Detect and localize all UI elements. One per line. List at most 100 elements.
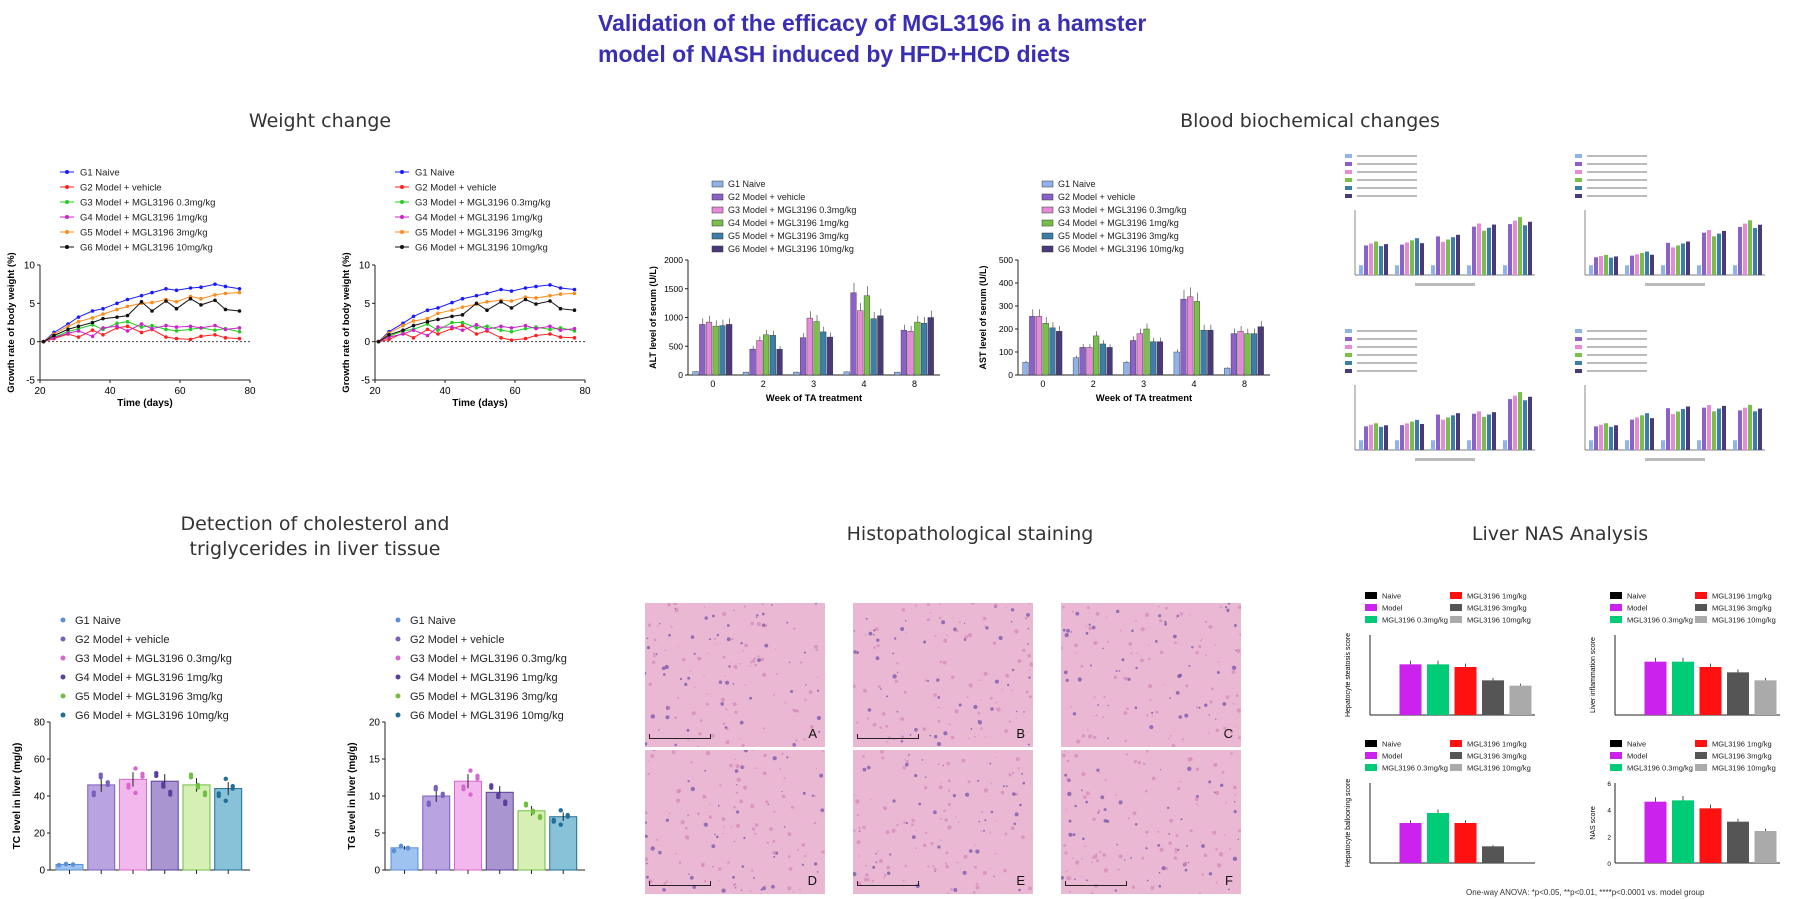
- legend-label: MGL3196 1mg/kg: [1467, 740, 1527, 749]
- data-point: [551, 817, 556, 823]
- bar: [1707, 404, 1711, 450]
- x-tick-label: 3: [811, 379, 816, 389]
- data-point: [474, 323, 479, 327]
- legend-swatch: [1345, 329, 1352, 333]
- data-point: [499, 336, 503, 340]
- legend-marker: [395, 617, 401, 623]
- y-tick-label: 500: [999, 255, 1013, 265]
- y-axis-label: Hepatocyte steatosis score: [1345, 633, 1352, 717]
- legend-label: G5 Model + MGL3196 3mg/kg: [1058, 231, 1179, 241]
- legend-label: G4 Model + MGL3196 1mg/kg: [410, 672, 558, 684]
- y-tick-label: 10: [359, 261, 371, 272]
- bar: [1410, 240, 1414, 275]
- data-point: [401, 328, 405, 332]
- histo-panel-label: D: [807, 873, 817, 888]
- data-point: [150, 300, 154, 305]
- data-point: [558, 286, 563, 290]
- bar: [1589, 440, 1593, 450]
- data-point: [534, 302, 538, 306]
- bar: [769, 335, 776, 376]
- legend-marker: [65, 245, 69, 249]
- bar: [1702, 407, 1706, 450]
- bar: [1697, 440, 1701, 450]
- legend-swatch: [1575, 170, 1582, 174]
- legend-label: [1587, 171, 1647, 173]
- bar: [1594, 426, 1598, 450]
- legend-label: MGL3196 10mg/kg: [1712, 616, 1776, 625]
- weight-chart-2: G1 Naive G2 Model + vehicle G3 Model + MGL…: [341, 168, 591, 410]
- data-point: [436, 317, 440, 322]
- data-point: [433, 784, 438, 790]
- x-axis-label: [1645, 458, 1705, 461]
- bar: [1661, 440, 1665, 450]
- data-point: [426, 800, 431, 805]
- legend-label: MGL3196 0.3mg/kg: [1382, 616, 1448, 625]
- data-point: [565, 812, 570, 818]
- data-point: [101, 306, 105, 311]
- data-point: [548, 324, 552, 329]
- bar: [756, 340, 763, 376]
- data-point: [139, 325, 144, 329]
- legend-label: [1587, 330, 1647, 332]
- data-point: [237, 326, 242, 330]
- legend-swatch: [1041, 219, 1054, 227]
- y-tick-label: 5: [364, 299, 370, 310]
- bar: [1644, 801, 1667, 863]
- legend-label: MGL3196 0.3mg/kg: [1382, 764, 1448, 773]
- bar: [692, 371, 699, 376]
- data-point: [558, 306, 563, 311]
- bar: [1230, 333, 1237, 376]
- data-point: [202, 790, 208, 795]
- legend-label: [1587, 346, 1647, 348]
- y-tick-label: 40: [34, 792, 46, 803]
- bar: [927, 317, 934, 376]
- bar: [214, 788, 243, 871]
- data-point: [90, 309, 95, 313]
- data-point: [436, 325, 440, 329]
- data-point: [509, 306, 514, 310]
- bar: [1609, 426, 1613, 450]
- data-point: [534, 326, 538, 331]
- histo-panel-e: E: [853, 750, 1033, 894]
- legend-label: Model: [1627, 752, 1648, 761]
- bar: [1630, 255, 1634, 275]
- y-tick-label: 0: [678, 370, 683, 380]
- x-axis-label: Week of TA treatment: [766, 393, 863, 404]
- bar: [1482, 416, 1486, 450]
- page-title: Validation of the efficacy of MGL3196 in…: [598, 8, 1238, 70]
- bar: [1589, 265, 1593, 275]
- data-point: [450, 308, 454, 313]
- bar: [453, 780, 482, 871]
- histo-panel-d: D: [645, 750, 825, 894]
- bar: [517, 810, 546, 871]
- data-point: [213, 332, 217, 337]
- x-tick-label: 80: [244, 386, 256, 397]
- legend-label: G2 Model + vehicle: [1058, 192, 1135, 202]
- legend-label: G6 Model + MGL3196 10mg/kg: [410, 710, 564, 722]
- bar: [1207, 329, 1214, 376]
- tg-liver-chart: G1 Naive G2 Model + vehicle G3 Model + MGL…: [347, 615, 585, 877]
- bar: [920, 323, 928, 376]
- data-point: [548, 293, 552, 298]
- data-point: [534, 333, 538, 338]
- bar: [1671, 414, 1675, 450]
- bar: [1093, 335, 1100, 376]
- bar: [1604, 423, 1608, 450]
- bar: [1528, 221, 1532, 275]
- bar: [1614, 256, 1618, 275]
- data-point: [523, 801, 529, 806]
- bar: [1042, 323, 1049, 376]
- legend-label: [1357, 370, 1417, 372]
- legend-swatch: [1365, 604, 1377, 611]
- data-point: [548, 283, 552, 287]
- data-point: [558, 328, 563, 332]
- data-point: [161, 781, 166, 787]
- data-point: [139, 300, 144, 304]
- y-tick-label: 2: [1607, 834, 1611, 841]
- bar: [1467, 440, 1471, 450]
- y-tick-label: 5: [29, 299, 35, 310]
- bar: [1441, 241, 1445, 275]
- data-point: [572, 336, 577, 340]
- y-axis-label: TG level in liver (mg/g): [347, 742, 358, 849]
- data-point: [485, 327, 489, 332]
